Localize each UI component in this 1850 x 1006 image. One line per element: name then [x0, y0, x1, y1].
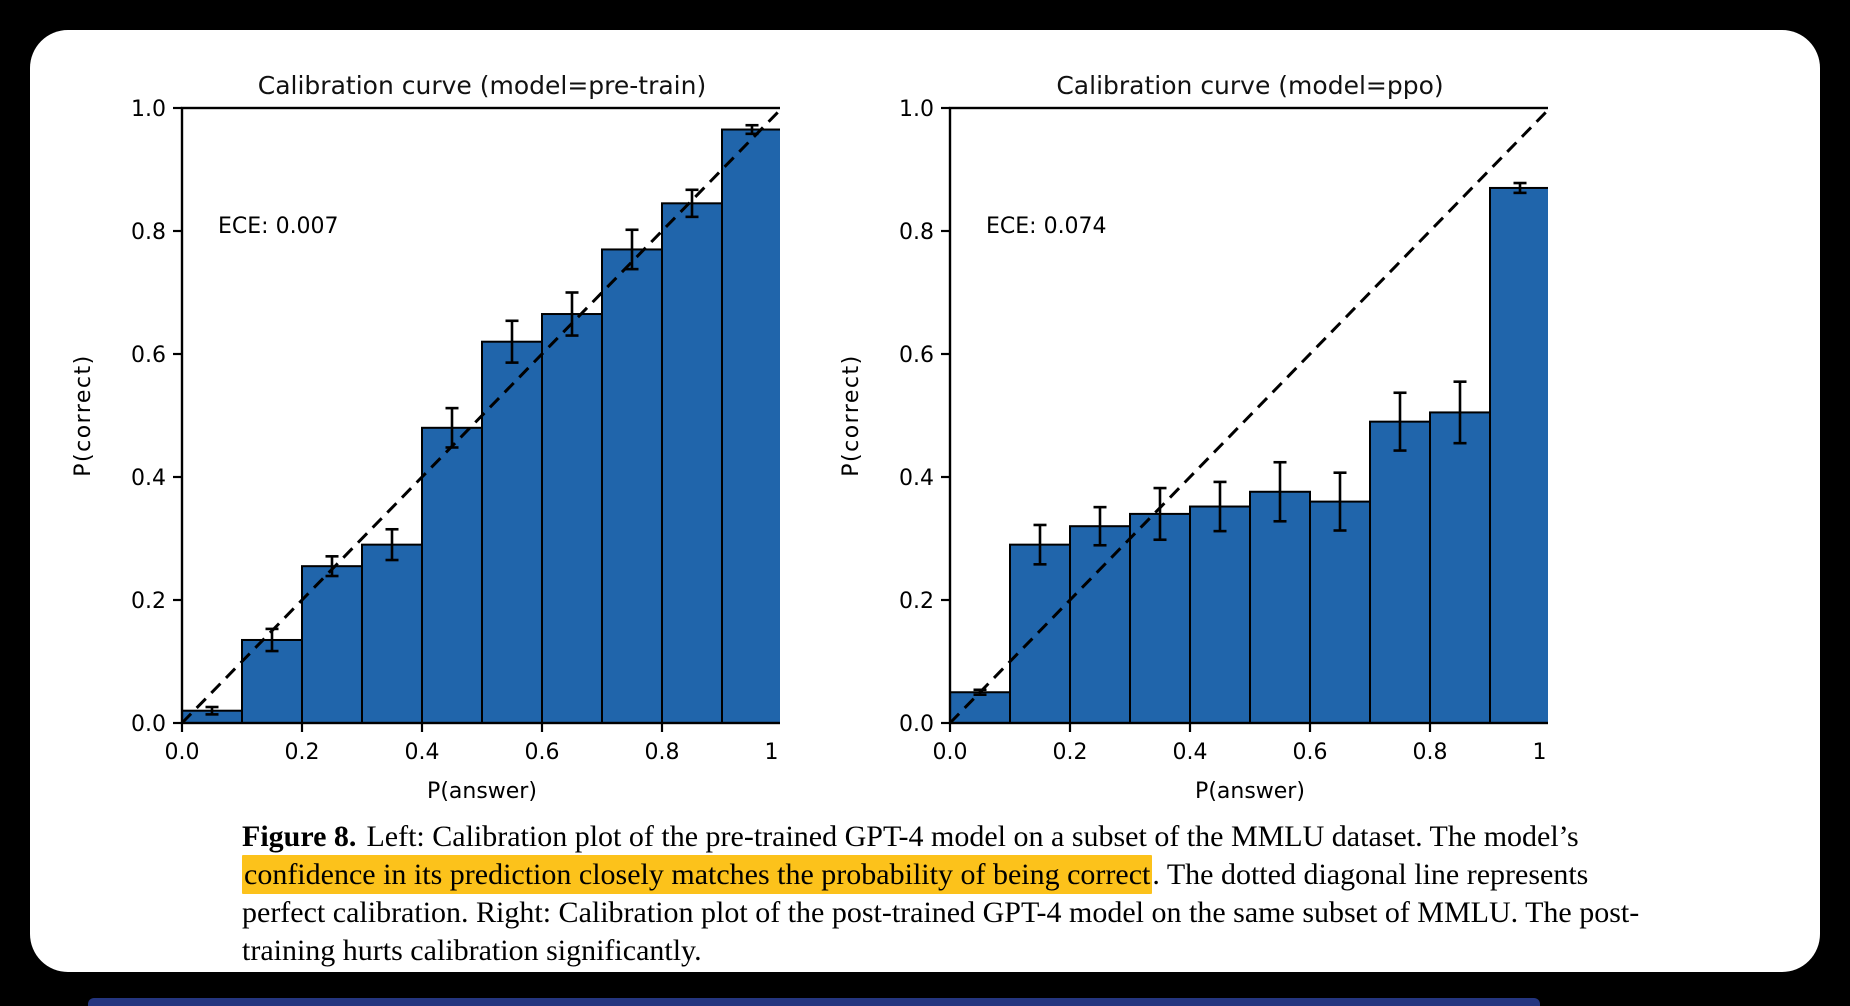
error-bar — [505, 319, 519, 364]
bar — [541, 313, 603, 724]
y-tick-label: 1.0 — [131, 97, 166, 122]
bar — [601, 248, 663, 724]
x-tick-label: 0.2 — [1053, 740, 1088, 765]
x-axis-label: P(answer) — [1195, 779, 1305, 804]
caption-text-after: . The dotted diagonal line represents pe… — [242, 858, 1640, 967]
error-bar — [445, 406, 459, 449]
x-tick-label: 0.0 — [165, 740, 200, 765]
error-bar — [325, 555, 339, 578]
x-tick-label: 0.4 — [405, 740, 440, 765]
calibration-chart-pretrain: 0.0 0.2 0.4 0.6 0.8 1.0 0.0 0.2 0.4 0.6 0.8 1.0 Cali… — [60, 68, 780, 810]
ece-annotation: ECE: 0.074 — [986, 214, 1107, 239]
y-tick-label: 0.8 — [899, 220, 934, 245]
bar — [1129, 512, 1191, 724]
error-bar — [1273, 460, 1287, 523]
bar — [241, 638, 303, 724]
error-bar — [385, 527, 399, 562]
bar — [1489, 186, 1548, 724]
error-bar — [1033, 523, 1047, 566]
x-tick-label: 0.2 — [285, 740, 320, 765]
caption-text-before: Left: Calibration plot of the pre-traine… — [366, 820, 1579, 853]
bar — [421, 426, 483, 724]
x-tick-label: 0.8 — [645, 740, 680, 765]
x-tick-label: 0.6 — [525, 740, 560, 765]
y-tick-label: 0.6 — [131, 343, 166, 368]
calibration-chart-ppo: 0.0 0.2 0.4 0.6 0.8 1.0 0.0 0.2 0.4 0.6 0.8 1.0 Cali… — [828, 68, 1548, 810]
y-tick-label: 0.2 — [899, 589, 934, 614]
x-tick-label: 0.8 — [1413, 740, 1448, 765]
ece-annotation: ECE: 0.007 — [218, 214, 339, 239]
figure-caption: Figure 8. Left: Calibration plot of the p… — [242, 818, 1672, 970]
bar — [1069, 525, 1131, 725]
error-bar — [1093, 505, 1107, 547]
bar — [1309, 500, 1371, 724]
y-tick-label: 0.0 — [131, 712, 166, 737]
bar — [1369, 420, 1431, 724]
y-axis-label: P(correct) — [71, 354, 96, 476]
plot-border — [180, 106, 780, 725]
y-tick-label: 0.0 — [899, 712, 934, 737]
error-bar — [265, 627, 279, 653]
bar — [721, 128, 780, 724]
figure-card: 0.0 0.2 0.4 0.6 0.8 1.0 0.0 0.2 0.4 0.6 0.8 1.0 Cali… — [30, 30, 1820, 972]
diagonal-line — [180, 107, 780, 725]
bar — [361, 543, 423, 724]
error-bar — [1333, 471, 1347, 532]
bar — [1009, 543, 1071, 724]
calibration-chart-pretrain-svg: 0.0 0.2 0.4 0.6 0.8 1.0 0.0 0.2 0.4 0.6 0.8 1.0 Cali… — [71, 71, 781, 804]
bar — [1249, 490, 1311, 725]
bar — [301, 565, 363, 724]
y-tick-label: 1.0 — [899, 97, 934, 122]
error-bar — [205, 705, 219, 716]
error-bar — [685, 188, 699, 219]
y-tick-label: 0.6 — [899, 343, 934, 368]
error-bar — [1453, 380, 1467, 445]
caption-highlight: confidence in its prediction closely mat… — [242, 855, 1153, 894]
bar — [949, 691, 1011, 724]
error-bar — [1153, 486, 1167, 542]
chart-title: Calibration curve (model=ppo) — [1056, 71, 1443, 100]
bar — [481, 340, 543, 724]
x-tick-label: 1.0 — [765, 740, 781, 765]
y-axis-label: P(correct) — [839, 354, 864, 476]
y-tick-label: 0.2 — [131, 589, 166, 614]
error-bar — [625, 228, 639, 271]
bar — [1189, 505, 1251, 724]
y-tick-label: 0.8 — [131, 220, 166, 245]
error-bar — [565, 291, 579, 337]
error-bar — [1393, 391, 1407, 452]
x-axis-label: P(answer) — [427, 779, 537, 804]
bar — [1429, 411, 1491, 724]
error-bar — [1213, 480, 1227, 533]
y-tick-label: 0.4 — [899, 466, 934, 491]
diagonal-line — [948, 107, 1548, 725]
bar — [661, 202, 723, 724]
error-bar — [1513, 181, 1527, 195]
bottom-peek-strip — [88, 998, 1540, 1006]
charts-row: 0.0 0.2 0.4 0.6 0.8 1.0 0.0 0.2 0.4 0.6 0.8 1.0 Cali… — [60, 68, 1548, 810]
plot-border — [948, 106, 1548, 725]
error-bar — [973, 688, 987, 697]
y-tick-label: 0.4 — [131, 466, 166, 491]
x-tick-label: 0.4 — [1173, 740, 1208, 765]
calibration-chart-ppo-svg: 0.0 0.2 0.4 0.6 0.8 1.0 0.0 0.2 0.4 0.6 0.8 1.0 Cali… — [839, 71, 1549, 804]
figure-label: Figure 8. — [242, 820, 357, 853]
x-tick-label: 0.6 — [1293, 740, 1328, 765]
x-tick-label: 0.0 — [933, 740, 968, 765]
chart-title: Calibration curve (model=pre-train) — [258, 71, 706, 100]
error-bar — [745, 123, 759, 136]
x-tick-label: 1.0 — [1533, 740, 1549, 765]
